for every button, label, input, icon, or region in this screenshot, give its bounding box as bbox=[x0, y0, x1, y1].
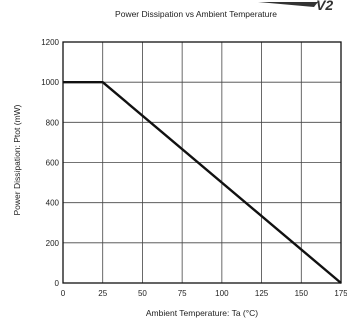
y-tick-label: 600 bbox=[46, 159, 60, 168]
x-tick-label: 0 bbox=[61, 289, 66, 298]
x-axis-label: Ambient Temperature: Ta (°C) bbox=[146, 308, 258, 318]
x-tick-label: 125 bbox=[255, 289, 269, 298]
plot-frame bbox=[62, 41, 342, 284]
y-tick-label: 400 bbox=[46, 199, 60, 208]
y-tick-label: 1000 bbox=[41, 78, 59, 87]
x-tick-label: 150 bbox=[295, 289, 309, 298]
corner-arrow-fragment bbox=[258, 2, 318, 7]
y-tick-label: 200 bbox=[46, 239, 60, 248]
grid-lines bbox=[63, 42, 341, 283]
x-tick-label: 75 bbox=[178, 289, 187, 298]
x-tick-labels: 0 25 50 75 100 125 150 175 bbox=[61, 289, 347, 298]
corner-fragment-text: V2 bbox=[316, 0, 333, 13]
y-tick-labels: 0 200 400 600 800 1000 1200 bbox=[41, 38, 59, 288]
chart-title: Power Dissipation vs Ambient Temperature bbox=[115, 9, 277, 19]
x-tick-label: 50 bbox=[138, 289, 147, 298]
y-tick-label: 800 bbox=[46, 118, 60, 127]
corner-fragment: V2 bbox=[258, 0, 333, 13]
y-tick-label: 1200 bbox=[41, 38, 59, 47]
y-tick-label: 0 bbox=[55, 279, 60, 288]
y-axis-label: Power Dissipation: Ptot (mW) bbox=[12, 104, 22, 215]
x-tick-label: 175 bbox=[334, 289, 347, 298]
derating-curve-line bbox=[63, 80, 342, 284]
series-group bbox=[63, 80, 342, 284]
x-tick-label: 25 bbox=[98, 289, 107, 298]
x-tick-label: 100 bbox=[215, 289, 229, 298]
